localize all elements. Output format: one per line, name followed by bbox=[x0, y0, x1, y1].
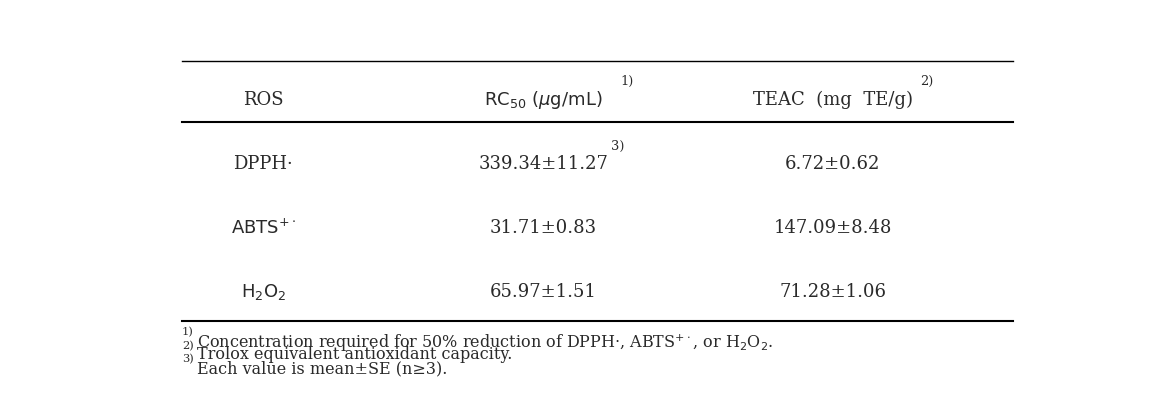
Text: 147.09±8.48: 147.09±8.48 bbox=[773, 219, 892, 237]
Text: $\mathrm{RC}_{50}$ $(\mu\mathrm{g/mL})$: $\mathrm{RC}_{50}$ $(\mu\mathrm{g/mL})$ bbox=[484, 89, 603, 111]
Text: 71.28±1.06: 71.28±1.06 bbox=[779, 283, 886, 301]
Text: 6.72±0.62: 6.72±0.62 bbox=[785, 155, 880, 173]
Text: 1): 1) bbox=[182, 327, 194, 337]
Text: Each value is mean±SE (n≥3).: Each value is mean±SE (n≥3). bbox=[197, 360, 448, 377]
Text: TEAC  (mg  TE/g): TEAC (mg TE/g) bbox=[752, 90, 913, 109]
Text: 2): 2) bbox=[182, 340, 194, 351]
Text: DPPH·: DPPH· bbox=[233, 155, 293, 173]
Text: 3): 3) bbox=[182, 354, 194, 364]
Text: 339.34±11.27: 339.34±11.27 bbox=[478, 155, 609, 173]
Text: Concentration required for 50% reduction of DPPH$\cdot$, ABTS$^{+\cdot}$, or H$_: Concentration required for 50% reduction… bbox=[197, 332, 773, 354]
Text: 31.71±0.83: 31.71±0.83 bbox=[490, 219, 597, 237]
Text: $\mathrm{ABTS}^{+\cdot}$: $\mathrm{ABTS}^{+\cdot}$ bbox=[231, 218, 296, 238]
Text: 3): 3) bbox=[611, 139, 625, 153]
Text: 1): 1) bbox=[620, 75, 633, 89]
Text: 2): 2) bbox=[920, 75, 934, 89]
Text: 65.97±1.51: 65.97±1.51 bbox=[490, 283, 597, 301]
Text: Trolox equivalent antioxidant capacity.: Trolox equivalent antioxidant capacity. bbox=[197, 346, 513, 363]
Text: $\mathrm{H_2O_2}$: $\mathrm{H_2O_2}$ bbox=[240, 282, 286, 302]
Text: ROS: ROS bbox=[243, 91, 283, 109]
